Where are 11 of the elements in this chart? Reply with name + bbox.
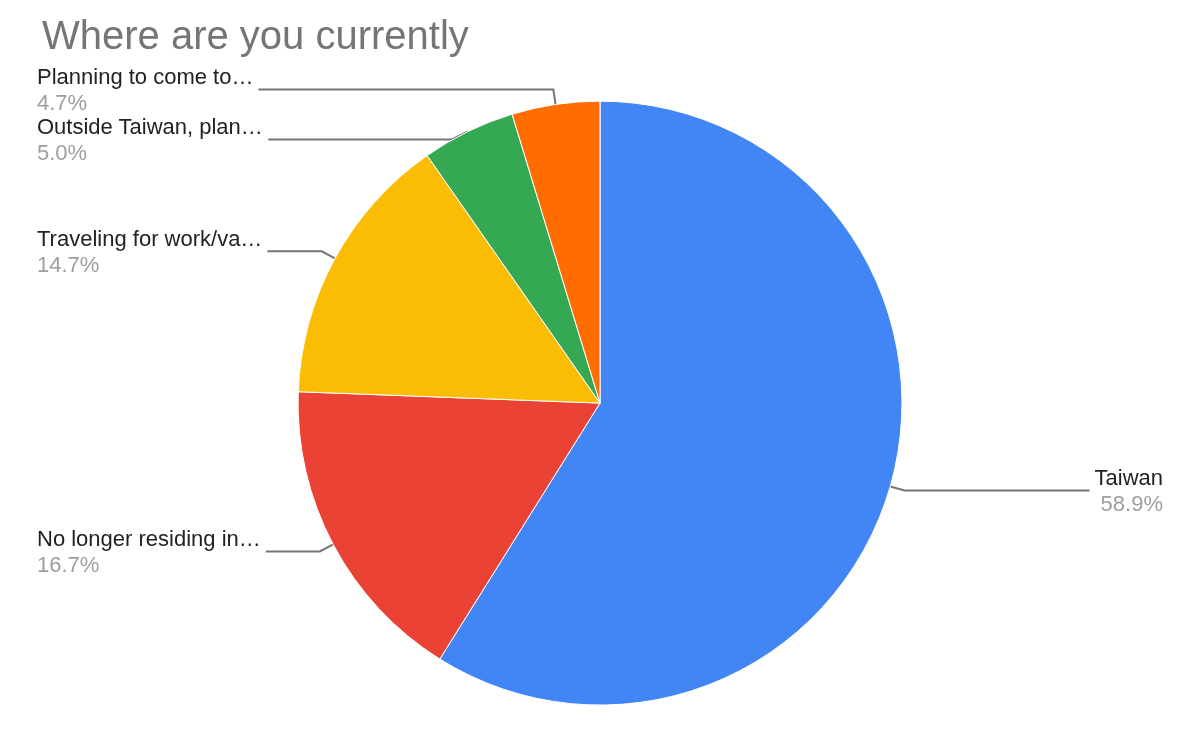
data-label: 14.7% bbox=[37, 251, 100, 277]
slice-label: No longer residing in… bbox=[37, 525, 261, 551]
slice-label: Outside Taiwan, plan… bbox=[37, 114, 263, 140]
slice-label: Planning to come to… bbox=[37, 64, 254, 90]
slice-label: Traveling for work/va… bbox=[37, 225, 263, 251]
slice-label: Taiwan bbox=[1094, 465, 1163, 491]
chart-title: Where are you currently bbox=[42, 13, 469, 57]
data-label: 4.7% bbox=[37, 90, 88, 116]
data-label: 58.9% bbox=[1100, 491, 1163, 517]
data-label: 5.0% bbox=[37, 140, 88, 166]
data-label: 16.7% bbox=[37, 551, 100, 577]
